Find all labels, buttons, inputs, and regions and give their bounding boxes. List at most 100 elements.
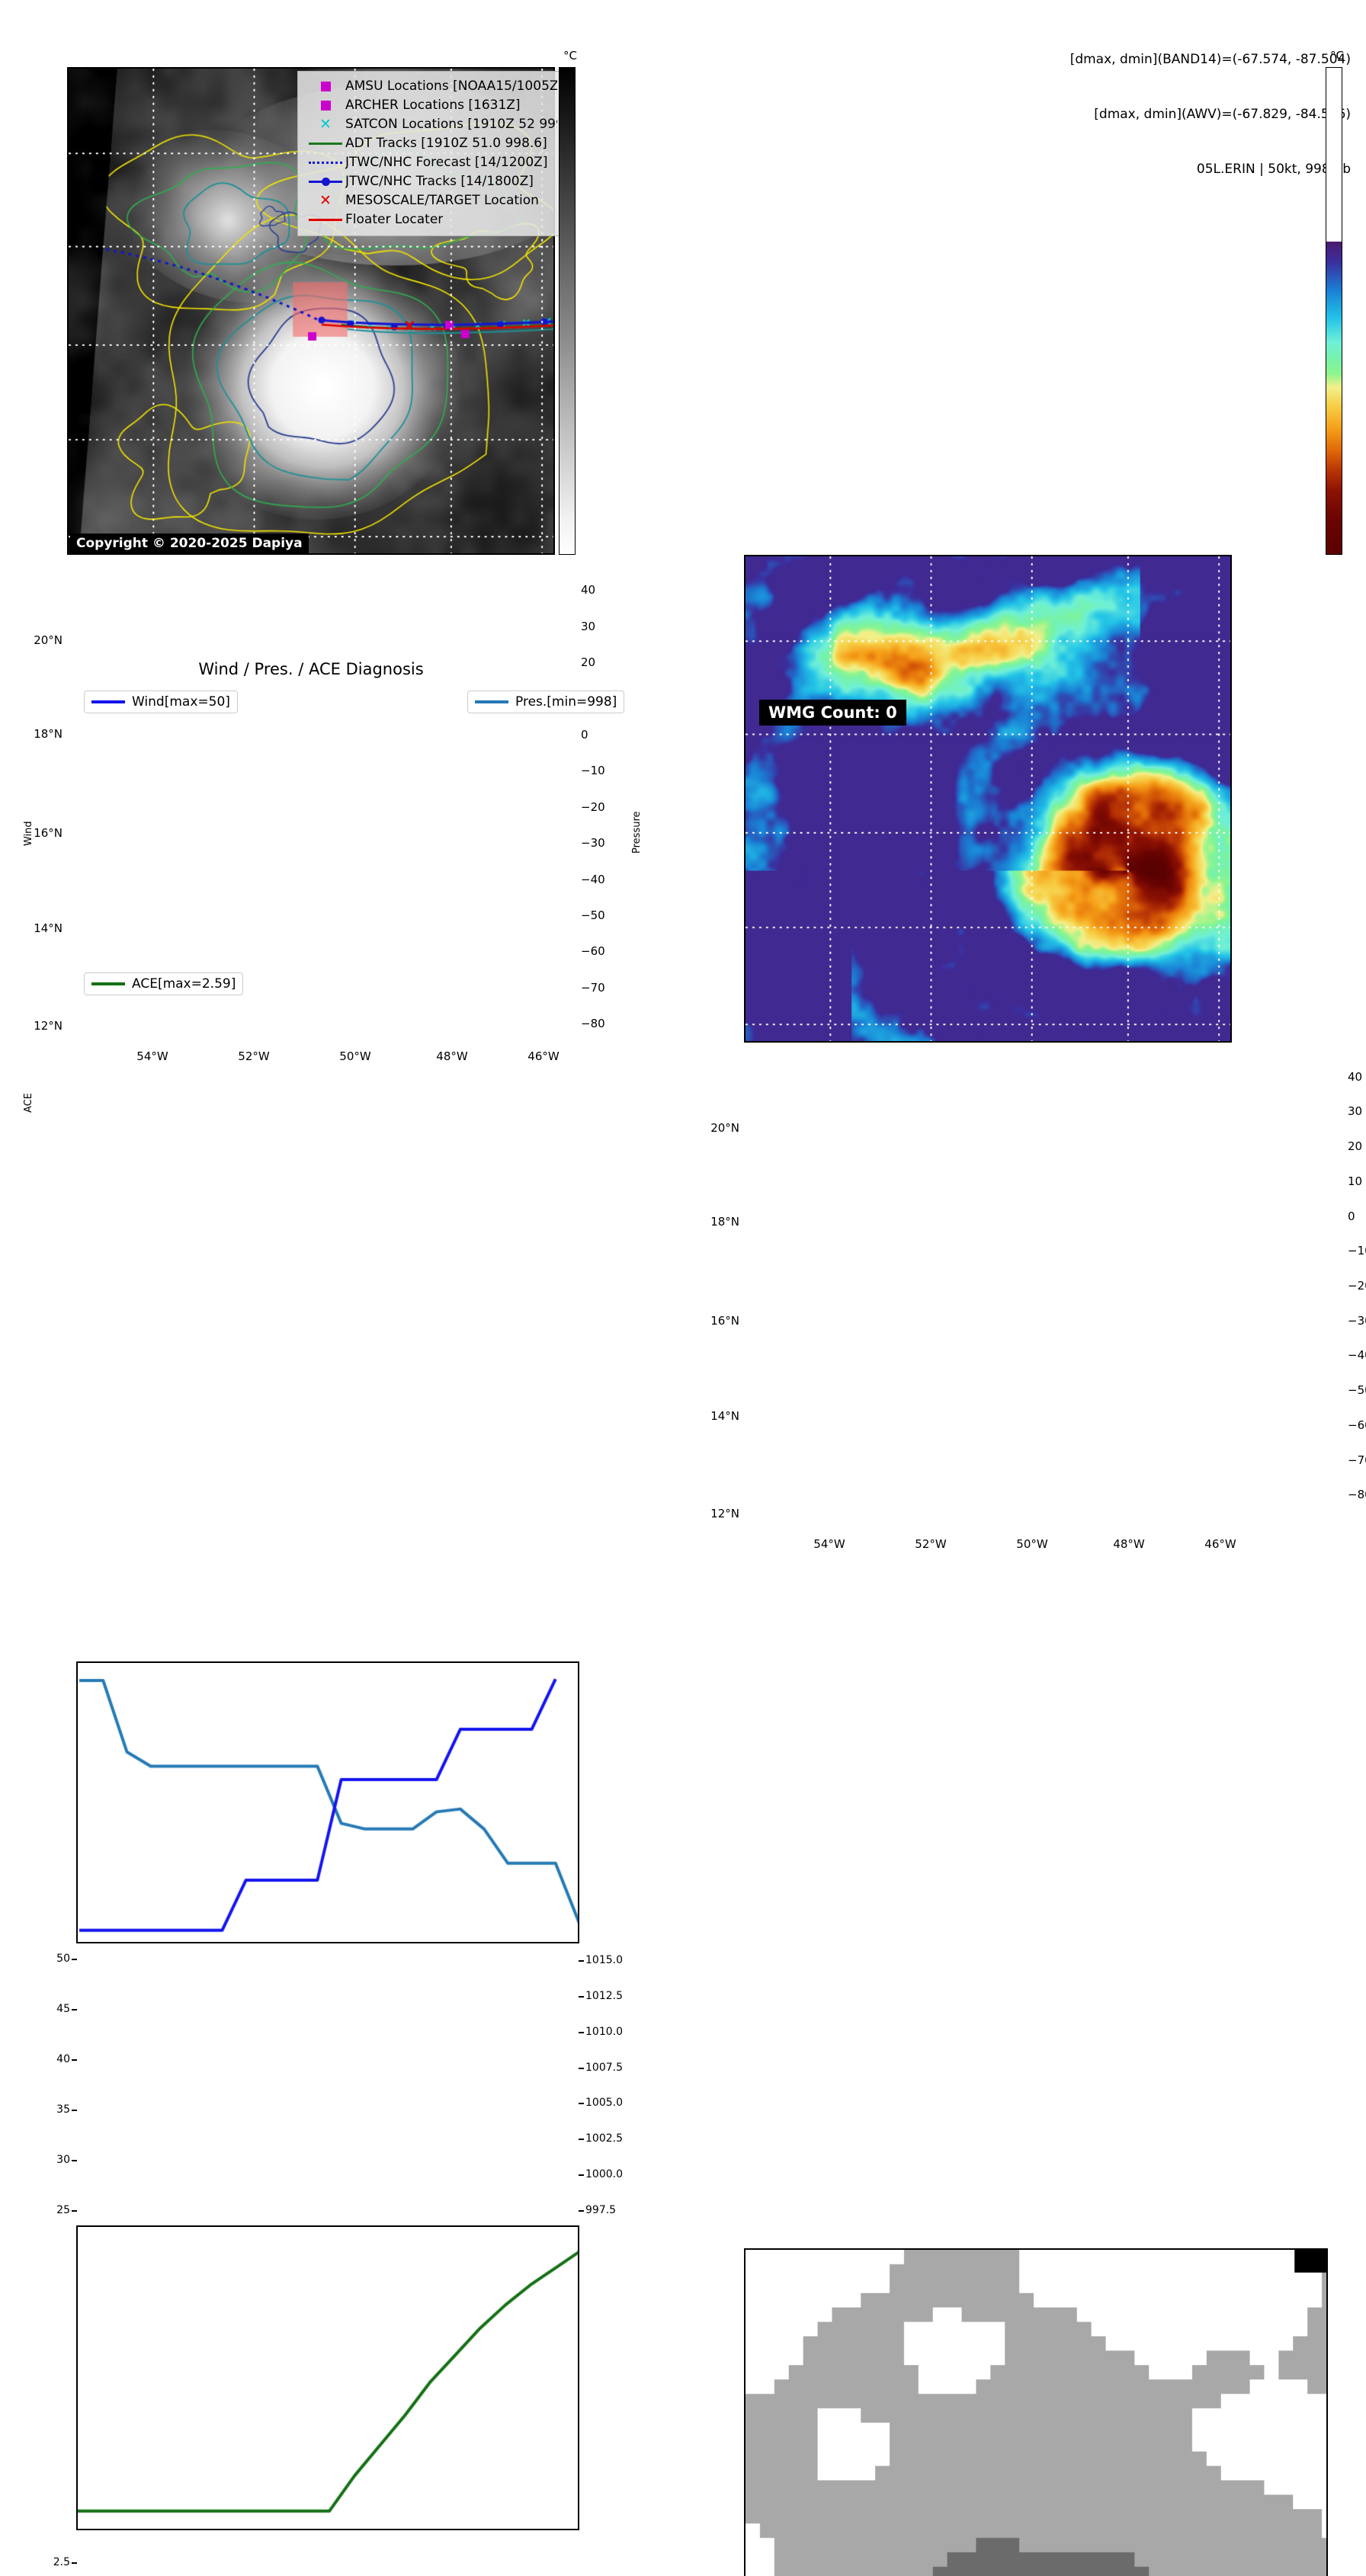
ir-lat-tick: 20°N [23,633,63,647]
wind-tick: 40 [30,2053,70,2065]
legend-key-square-icon [306,101,345,111]
legend-label: Floater Locater [345,210,443,229]
dotted-line-icon [309,162,342,164]
pressure-tickmark [579,2068,584,2069]
ir-lon-tick: 52°W [227,1049,281,1063]
diagnosis-title: Wind / Pres. / ACE Diagnosis [67,660,555,678]
ir-lon-tick: 54°W [126,1049,179,1063]
wind-tick: 25 [30,2204,70,2216]
legend-label: MESOSCALE/TARGET Location [345,191,539,210]
legend-row-1: ARCHER Locations [1631Z] [306,96,557,115]
legend-key-dotted-icon [306,162,345,164]
colorbar-tick: −80 [1348,1488,1366,1501]
wmg-panel[interactable] [744,2248,1328,2576]
pressure-tick: 1002.5 [585,2132,639,2145]
legend-label: AMSU Locations [NOAA15/1005Z 49 999] [345,77,557,96]
x-icon: ✕ [319,117,332,132]
wind-tickmark [72,2160,77,2161]
wind-legend: Wind[max=50] [84,690,238,713]
colorbar-tick: −10 [581,764,605,777]
pressure-tickmark [579,2174,584,2176]
colorbar-tick: 20 [1348,1139,1362,1153]
ir-lat-tick: 14°N [23,921,63,935]
legend-label: JTWC/NHC Tracks [14/1800Z] [345,172,534,191]
pressure-tickmark [579,2210,584,2212]
legend-label: JTWC/NHC Forecast [14/1200Z] [345,153,547,172]
square-icon [321,101,331,111]
legend-row-7: Floater Locater [306,210,557,229]
legend-row-5: JTWC/NHC Tracks [14/1800Z] [306,172,557,191]
ace-legend-label: ACE[max=2.59] [132,976,236,992]
legend-label: ARCHER Locations [1631Z] [345,96,521,115]
legend-row-4: JTWC/NHC Forecast [14/1200Z] [306,153,557,172]
dmax-dmin-awv: [dmax, dmin](AWV)=(-67.829, -84.566) [954,105,1351,123]
pressure-tick: 1015.0 [585,1954,639,1966]
awv-mesoscale-map[interactable] [744,555,1232,1043]
legend-label: ADT Tracks [1910Z 51.0 998.6] [345,134,547,153]
wind-axis-label: Wind [23,821,34,846]
wind-pressure-chart[interactable] [76,1661,579,1943]
line-icon [309,143,342,145]
storm-summary: 05L.ERIN | 50kt, 998mb [954,160,1351,178]
pressure-tick: 997.5 [585,2204,639,2216]
awv-lon-tick: 54°W [803,1537,856,1551]
wind-tick: 45 [30,2003,70,2015]
legend-key-x-icon: ✕ [306,117,345,132]
awv-lat-tick: 14°N [700,1409,739,1423]
pressure-tick: 1000.0 [585,2168,639,2180]
awv-lon-tick: 50°W [1005,1537,1059,1551]
wind-tick: 50 [30,1953,70,1965]
pressure-tick: 1007.5 [585,2062,639,2074]
colorbar-tick: 40 [581,583,595,597]
colorbar-tick: −60 [1348,1418,1366,1432]
wind-tickmark [72,1959,77,1960]
pressure-tick: 1005.0 [585,2097,639,2109]
legend-key-line-icon [306,143,345,145]
ir-colorbar-unit: °C [563,49,577,62]
copyright-label: Copyright © 2020-2025 Dapiya [70,533,309,553]
wind-tickmark [72,2009,77,2010]
ace-plot [78,2227,579,2530]
colorbar-tick: 20 [581,655,595,669]
colorbar-tick: −70 [1348,1453,1366,1467]
wmg-count-badge: WMG Count: 0 [759,700,906,726]
awv-lat-tick: 18°N [700,1215,739,1229]
pressure-legend: Pres.[min=998] [467,690,624,713]
pressure-tick: 1010.0 [585,2026,639,2038]
colorbar-tick: −70 [581,981,605,995]
pressure-legend-label: Pres.[min=998] [515,694,617,710]
ace-tick: 2.5 [30,2556,70,2568]
ir-map-legend: AMSU Locations [NOAA15/1005Z 49 999] ARCH… [297,71,566,236]
pressure-axis-label: Pressure [631,811,643,854]
awv-colorbar [1326,67,1342,555]
square-icon [321,82,331,91]
ace-legend: ACE[max=2.59] [84,972,243,995]
ir-lon-tick: 46°W [517,1049,570,1063]
ace-axis-label: ACE [23,1093,34,1113]
colorbar-tick: −10 [1348,1244,1366,1258]
colorbar-tick: −40 [581,873,605,886]
ir-colorbar [559,67,576,555]
legend-key-x-icon: ✕ [306,194,345,208]
pressure-legend-swatch [475,700,508,703]
awv-lon-tick: 52°W [904,1537,957,1551]
legend-key-line-icon [306,219,345,221]
colorbar-tick: −60 [581,944,605,958]
legend-key-line-marker-icon [306,181,345,183]
legend-row-6: ✕ MESOSCALE/TARGET Location [306,191,557,210]
ace-chart[interactable] [76,2225,579,2530]
line-marker-icon [309,181,342,183]
pressure-tickmark [579,1996,584,1998]
colorbar-tick: −20 [1348,1279,1366,1293]
ir-lat-tick: 12°N [23,1019,63,1033]
colorbar-tick: −80 [581,1017,605,1030]
pressure-tick: 1012.5 [585,1990,639,2002]
legend-row-3: ADT Tracks [1910Z 51.0 998.6] [306,134,557,153]
wind-tickmark [72,2059,77,2061]
colorbar-tick: 40 [1348,1070,1362,1084]
wind-legend-swatch [91,700,125,703]
line-icon [309,219,342,221]
wind-tick: 30 [30,2154,70,2166]
colorbar-tick: −20 [581,800,605,814]
wind-legend-label: Wind[max=50] [132,694,230,710]
